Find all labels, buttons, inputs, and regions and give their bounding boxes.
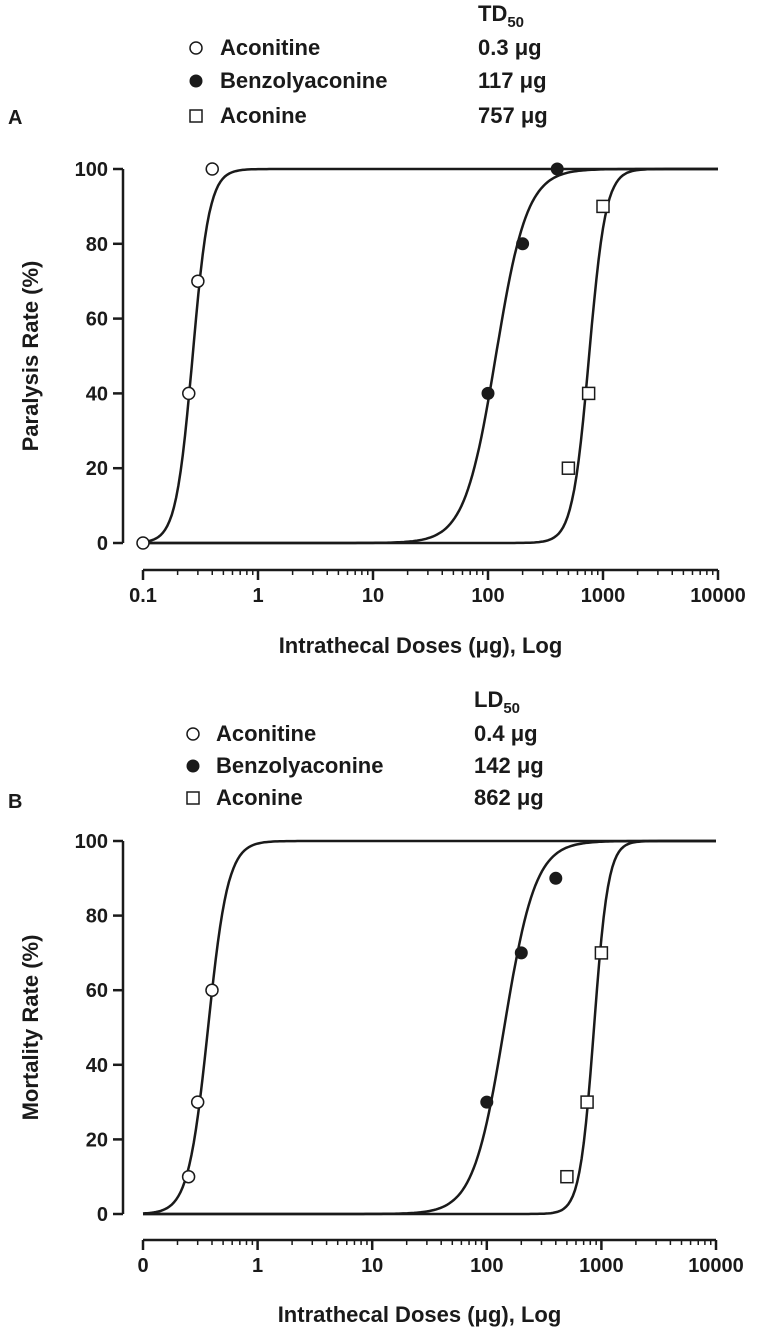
legend-entry-name: Aconitine [216, 721, 316, 746]
y-tick-label: 20 [86, 1129, 108, 1151]
data-point-aconine [560, 1169, 574, 1184]
y-tick-label: 60 [86, 309, 108, 331]
x-tick-label: 1 [252, 1255, 263, 1277]
x-tick-label: 1 [252, 585, 263, 607]
x-tick-label: 10000 [690, 585, 746, 607]
legend-marker [186, 759, 200, 773]
x-axis-title: Intrathecal Doses (μg), Log [278, 1302, 562, 1327]
y-axis-title: Paralysis Rate (%) [18, 261, 43, 452]
legend-header: LD50 [474, 687, 520, 717]
y-tick-label: 20 [86, 458, 108, 480]
legend-entry-value: 757 μg [478, 103, 548, 128]
y-tick-label: 60 [86, 980, 108, 1002]
legend-entry-value: 0.4 μg [474, 721, 538, 746]
data-point-benzolyaconine [516, 237, 530, 251]
y-tick-label: 100 [75, 831, 108, 853]
legend-entry-name: Benzolyaconine [220, 68, 387, 93]
y-tick-label: 100 [75, 159, 108, 181]
x-tick-label: 1000 [579, 1255, 624, 1277]
fit-curve-benzolyaconine [143, 839, 716, 1216]
x-tick-label: 10 [361, 1255, 383, 1277]
data-point-aconine [594, 946, 609, 960]
legend-header-main: TD [478, 1, 507, 26]
chart-panel-b: B LD50 Aconitine 0.4 μg Benzolyaconine 142 μg… [8, 687, 744, 1327]
data-point-aconine [596, 199, 610, 214]
x-axis-title: Intrathecal Doses (μg), Log [279, 633, 563, 658]
x-tick-label: 1000 [581, 585, 626, 607]
y-tick-label: 80 [86, 234, 108, 256]
legend-header: TD50 [478, 1, 524, 31]
chart-panel-a: A TD50 Aconitine 0.3 μg Benzolyaconine 117 μg… [8, 1, 746, 658]
data-point-aconine [581, 386, 596, 401]
legend-marker [189, 74, 203, 88]
legend-entry-name: Aconine [220, 103, 307, 128]
legend-marker [186, 727, 200, 741]
y-tick-label: 40 [86, 1055, 108, 1077]
legend-entry-name: Benzolyaconine [216, 753, 383, 778]
data-point-aconitine [205, 162, 219, 176]
legend-entry-value: 117 μg [478, 68, 547, 93]
legend-header-subscript: 50 [507, 14, 524, 31]
y-tick-label: 80 [86, 906, 108, 928]
legend-header-subscript: 50 [503, 700, 520, 717]
legend-entry-value: 142 μg [474, 753, 544, 778]
data-point-aconitine [205, 983, 219, 997]
data-point-aconitine [182, 386, 196, 401]
y-tick-label: 0 [97, 533, 108, 555]
panel-label: A [8, 107, 22, 129]
x-tick-label: 10000 [688, 1255, 744, 1277]
data-point-aconine [580, 1095, 594, 1109]
fit-curve-aconitine [142, 167, 718, 544]
fit-curve-aconine [143, 167, 718, 545]
legend-marker [186, 791, 200, 805]
legend-entry-name: Aconitine [220, 35, 320, 60]
x-tick-label: 0 [137, 1255, 148, 1277]
x-tick-label: 100 [471, 585, 504, 607]
fit-curve-aconine [143, 839, 716, 1216]
data-point-aconitine [181, 1169, 196, 1184]
x-tick-label: 100 [470, 1255, 503, 1277]
data-point-benzolyaconine [549, 871, 563, 885]
y-axis-title: Mortality Rate (%) [18, 935, 43, 1121]
data-point-benzolyaconine [481, 386, 495, 400]
fit-curve-benzolyaconine [143, 167, 718, 545]
data-point-aconine [561, 461, 576, 475]
fit-curve-aconitine [142, 839, 716, 1215]
data-point-aconitine [190, 1095, 205, 1109]
legend-header-main: LD [474, 687, 503, 712]
legend-entry-value: 0.3 μg [478, 35, 542, 60]
legend-entry-value: 862 μg [474, 785, 544, 810]
data-point-aconitine [136, 536, 150, 550]
y-tick-label: 40 [86, 383, 108, 405]
data-point-benzolyaconine [514, 946, 528, 960]
data-point-benzolyaconine [550, 162, 564, 176]
x-tick-label: 10 [362, 585, 384, 607]
panel-label: B [8, 791, 22, 813]
data-point-benzolyaconine [480, 1095, 494, 1109]
y-tick-label: 0 [97, 1204, 108, 1226]
legend-entry-name: Aconine [216, 785, 303, 810]
data-point-aconitine [191, 274, 205, 288]
legend-marker [189, 109, 203, 123]
legend-marker [189, 41, 203, 55]
x-tick-label: 0.1 [129, 585, 157, 607]
